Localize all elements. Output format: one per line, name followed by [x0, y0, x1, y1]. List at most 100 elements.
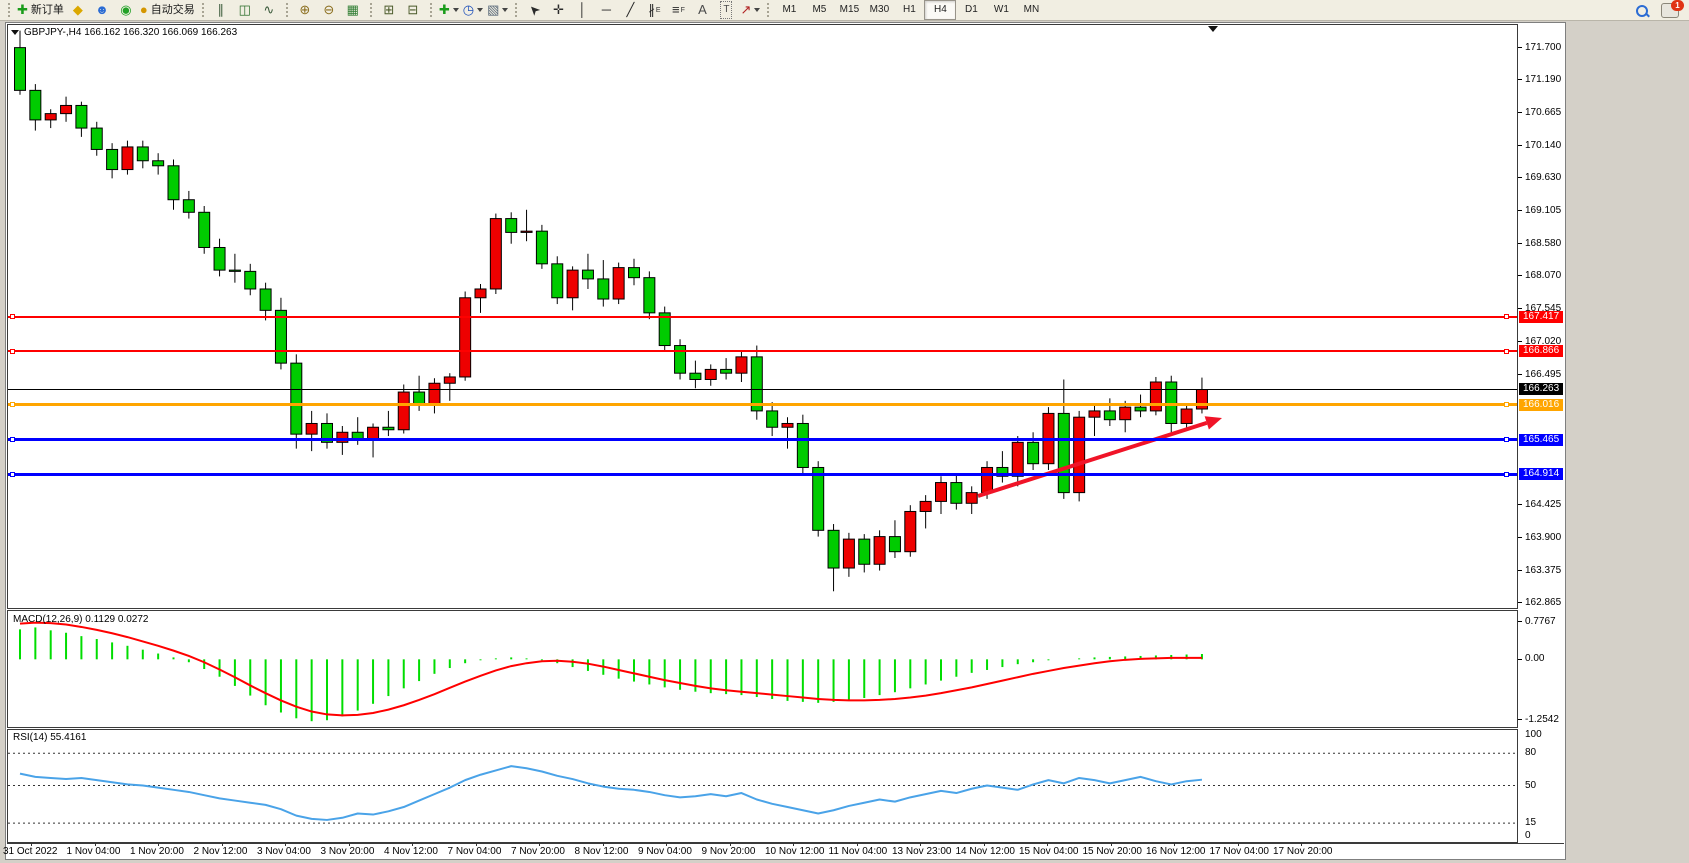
- line-handle[interactable]: [10, 348, 15, 354]
- new-order-button-label: 新订单: [30, 4, 64, 16]
- zoom-out-icon[interactable]: ⊖: [317, 1, 341, 19]
- bearish-candle: [228, 269, 241, 272]
- time-axis-tick: [856, 843, 858, 846]
- trend-arrow-head[interactable]: [1204, 416, 1222, 430]
- bearish-candle: [1134, 406, 1147, 412]
- notifications-icon[interactable]: 1: [1661, 0, 1684, 18]
- rsi-axis-label: 0: [1525, 830, 1531, 841]
- price-badge: 164.914: [1519, 468, 1564, 481]
- bearish-candle: [29, 89, 42, 121]
- bearish-candle: [858, 538, 871, 565]
- fibonacci-icon[interactable]: ≡ F: [666, 1, 690, 19]
- arrows-tool-icon-dropdown[interactable]: [754, 8, 761, 12]
- vertical-line-icon: │: [578, 2, 587, 17]
- bearish-candle: [106, 148, 119, 171]
- horizontal-level-line[interactable]: [8, 472, 1517, 476]
- bullish-candle: [704, 368, 717, 380]
- bearish-candle: [198, 211, 211, 248]
- bullish-candle: [919, 500, 932, 512]
- timeframe-m5-button[interactable]: M5: [812, 4, 827, 15]
- line-handle[interactable]: [1504, 437, 1509, 442]
- signals-icon[interactable]: ◉: [114, 1, 138, 19]
- timeframe-h4-button[interactable]: H4: [924, 0, 957, 20]
- horizontal-level-line[interactable]: [8, 403, 1517, 407]
- zoom-in-icon[interactable]: ⊕: [293, 1, 317, 19]
- templates-icon-dropdown[interactable]: [502, 8, 509, 12]
- line-chart-icon[interactable]: ∿: [257, 1, 281, 19]
- profiles-icon[interactable]: ◆: [66, 1, 90, 19]
- bar-chart-icon[interactable]: ∥: [209, 1, 233, 19]
- cascade-icon[interactable]: ⊟: [401, 1, 425, 19]
- timeframe-h1-button[interactable]: H1: [903, 4, 916, 15]
- crosshair-icon[interactable]: ✛: [546, 1, 570, 19]
- time-axis[interactable]: [7, 843, 1564, 859]
- price-tick: [1518, 537, 1522, 539]
- line-handle[interactable]: [10, 437, 15, 442]
- trend-arrow-line[interactable]: [977, 420, 1208, 498]
- arrows-tool-icon[interactable]: ↗: [738, 1, 762, 19]
- time-axis-label: 7 Nov 20:00: [511, 846, 565, 857]
- bearish-candle: [597, 278, 610, 300]
- rsi-axis-label: 15: [1525, 817, 1537, 829]
- templates-icon: ▧: [487, 2, 500, 17]
- line-handle[interactable]: [1504, 471, 1509, 477]
- timeframe-m1-button[interactable]: M1: [782, 4, 797, 15]
- toolbar-grip: [767, 3, 770, 17]
- new-chart-icon[interactable]: ✚: [437, 1, 461, 19]
- bearish-candle: [535, 230, 548, 265]
- symbol-and-ohlc: GBPJPY-,H4 166.162 166.320 166.069 166.2…: [24, 27, 238, 38]
- current-price-line[interactable]: [8, 388, 1517, 390]
- chart-shift-icon[interactable]: [1208, 26, 1218, 32]
- line-handle[interactable]: [1504, 314, 1509, 320]
- candlestick-chart-icon[interactable]: ◫: [233, 1, 257, 19]
- text-label-icon[interactable]: T: [714, 1, 738, 19]
- macd-panel[interactable]: [7, 610, 1518, 728]
- bearish-candle: [888, 536, 901, 553]
- line-handle[interactable]: [10, 314, 15, 320]
- line-handle[interactable]: [1504, 348, 1509, 354]
- bullish-candle: [981, 466, 994, 494]
- cursor-icon[interactable]: ➤: [522, 1, 546, 19]
- price-tick: [1518, 243, 1522, 245]
- time-axis-tick: [221, 843, 223, 846]
- bullish-candle: [44, 113, 57, 121]
- vertical-line-icon[interactable]: │: [570, 1, 594, 19]
- time-axis-tick: [475, 843, 477, 846]
- zoom-out-icon: ⊖: [323, 2, 335, 17]
- line-handle[interactable]: [10, 471, 15, 477]
- bearish-candle: [14, 47, 26, 91]
- horizontal-level-line[interactable]: [8, 350, 1517, 353]
- collapse-chart-icon[interactable]: [11, 30, 19, 35]
- horizontal-line-icon[interactable]: ─: [594, 1, 618, 19]
- toolbar: ✚ 新订单 ◆ ☻ ◉ ● 自动交易 ∥ ◫ ∿ ⊕ ⊖ ▦ ⊞ ⊟ ✚ ◷ ▧ ➤ ✛ │ ─ ╱ ∦ E ≡ F A T ↗ M1 M5 M…: [0, 0, 1689, 21]
- profiles-icon: ◆: [72, 2, 83, 17]
- autotrading-button[interactable]: ● 自动交易: [138, 1, 197, 19]
- community-icon[interactable]: ☻: [90, 1, 114, 19]
- channel-icon[interactable]: ∦ E: [642, 1, 666, 19]
- new-chart-icon-dropdown[interactable]: [452, 8, 459, 12]
- candlestick-plot: [14, 30, 1222, 592]
- horizontal-level-line[interactable]: [8, 315, 1517, 318]
- search-icon[interactable]: [1635, 4, 1649, 18]
- horizontal-level-line[interactable]: [8, 438, 1517, 441]
- auto-arrange-icon[interactable]: ⊞: [377, 1, 401, 19]
- periods-clock-icon-dropdown[interactable]: [477, 8, 484, 12]
- time-axis-label: 13 Nov 23:00: [892, 846, 952, 857]
- line-handle[interactable]: [1504, 402, 1509, 408]
- bearish-candle: [505, 218, 518, 233]
- trendline-icon[interactable]: ╱: [618, 1, 642, 19]
- bearish-candle: [674, 345, 687, 374]
- tile-windows-icon[interactable]: ▦: [341, 1, 365, 19]
- templates-icon[interactable]: ▧: [485, 1, 510, 19]
- timeframe-w1-button[interactable]: W1: [993, 4, 1009, 15]
- timeframe-m15-button[interactable]: M15: [839, 4, 860, 15]
- timeframe-m30-button[interactable]: M30: [869, 4, 890, 15]
- periods-clock-icon[interactable]: ◷: [461, 1, 485, 19]
- text-icon[interactable]: A: [690, 1, 714, 19]
- timeframe-mn-button[interactable]: MN: [1023, 4, 1040, 15]
- new-order-button[interactable]: ✚ 新订单: [15, 1, 66, 19]
- bearish-candle: [581, 269, 594, 280]
- line-handle[interactable]: [10, 402, 15, 408]
- timeframe-d1-button[interactable]: D1: [965, 4, 978, 15]
